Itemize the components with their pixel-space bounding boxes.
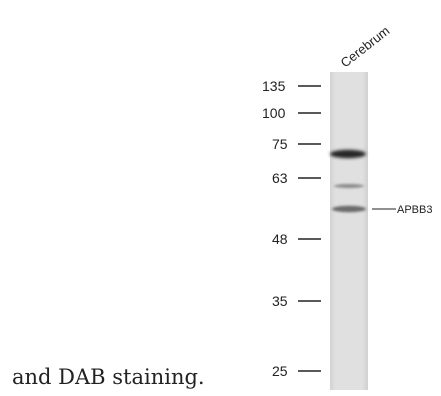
marker-label-100: 100 bbox=[262, 105, 286, 121]
marker-label-35: 35 bbox=[272, 293, 288, 309]
marker-label-25: 25 bbox=[272, 363, 288, 379]
marker-label-135: 135 bbox=[262, 78, 286, 94]
sample-label-cerebrum: Cerebrum bbox=[338, 23, 393, 70]
marker-label-63: 63 bbox=[272, 170, 288, 186]
marker-label-75: 75 bbox=[272, 136, 288, 152]
blot-lane bbox=[330, 72, 368, 390]
band-apbb3 bbox=[332, 205, 366, 213]
marker-label-48: 48 bbox=[272, 231, 288, 247]
band-60kda bbox=[334, 184, 364, 188]
caption-text: and DAB staining. bbox=[12, 365, 205, 389]
marker-ladder: 135 100 75 63 48 35 25 bbox=[262, 78, 321, 379]
band-75kda bbox=[330, 149, 366, 159]
target-label-apbb3: APBB3 bbox=[397, 204, 432, 216]
